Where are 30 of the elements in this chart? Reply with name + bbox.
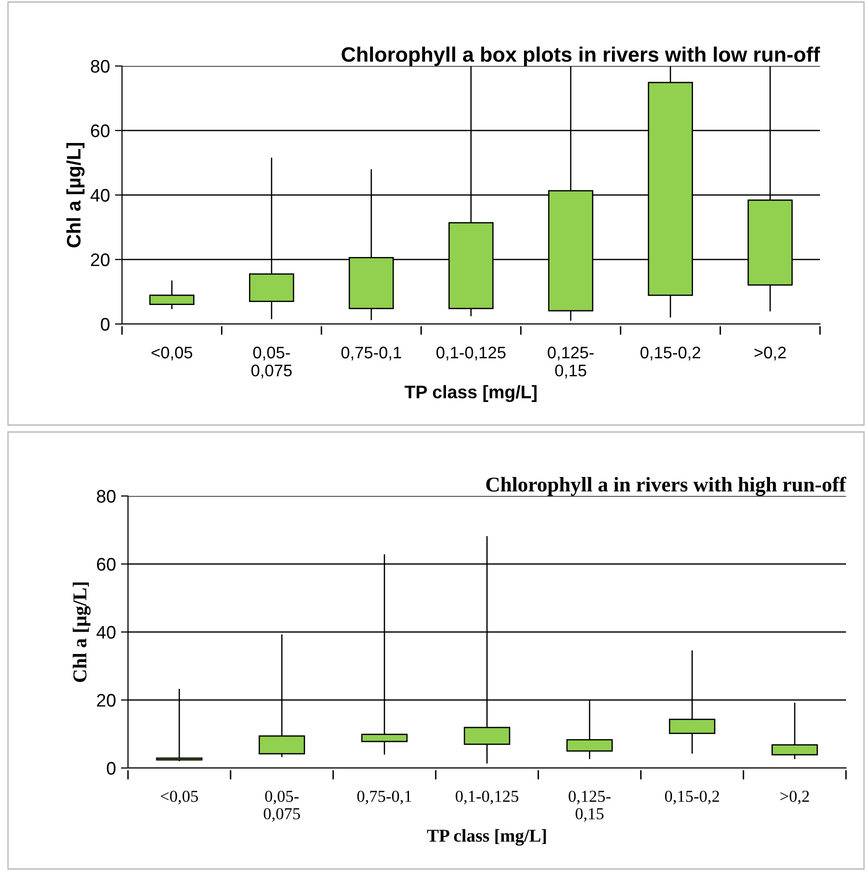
y-tick-label: 40 [96,626,116,639]
x-tick-label: <0,05 [160,790,198,804]
x-tick-label: 0,75-0,1 [341,346,402,360]
x-tick-label: 0,05- 0,075 [251,346,292,378]
x-tick-label: >0,2 [780,790,809,804]
x-axis-title: TP class [mg/L] [427,829,546,846]
y-tick-label: 80 [90,60,110,73]
x-axis-title: TP class [mg/L] [404,385,537,402]
x-tick-label: 0,125- 0,15 [548,346,594,378]
x-tick-label: 0,1-0,125 [456,790,518,804]
x-tick-label: 0,125- 0,15 [568,790,610,822]
y-tick-label: 80 [96,490,116,503]
y-axis-title: Chl a [µg/L] [72,582,91,682]
x-tick-label: 0,1-0,125 [436,346,506,360]
y-tick-label: 60 [97,558,116,571]
y-tick-label: 0 [100,318,110,331]
chart-title: Chlorophyll a box plots in rivers with low run-off [342,46,820,66]
y-tick-label: 20 [91,253,110,266]
x-tick-label: 0,05- 0,075 [264,790,300,822]
x-tick-label: 0,15-0,2 [640,346,700,360]
y-tick-label: 40 [90,188,110,202]
y-tick-label: 20 [97,694,116,707]
chart-title: Chlorophyll a in rivers with high run-off [486,476,846,496]
y-tick-label: 0 [106,762,116,775]
x-tick-label: <0,05 [152,346,192,360]
y-tick-label: 60 [91,124,110,138]
x-tick-label: 0,75-0,1 [357,790,412,804]
y-axis-title: Chl a [µg/L] [66,142,85,248]
x-tick-label: 0,15-0,2 [665,790,719,804]
x-tick-label: >0,2 [754,346,786,360]
